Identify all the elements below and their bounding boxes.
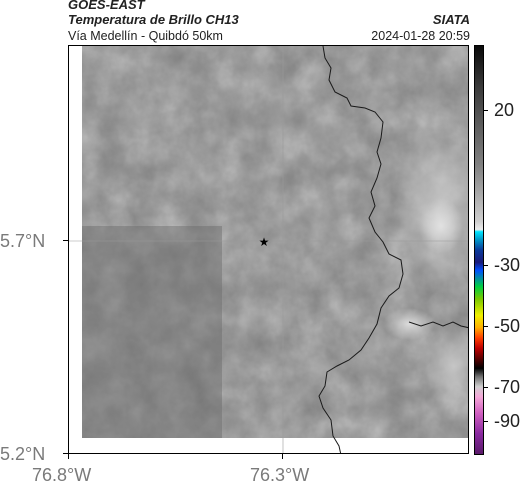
lat-tick-label: 5.7°N <box>0 231 46 251</box>
star-icon: ★ <box>259 235 270 249</box>
colorbar-label: -90 <box>494 411 521 431</box>
lon-tick-label: 76.8°W <box>32 465 92 485</box>
bright-cloud-core <box>419 198 463 254</box>
department-boundary <box>318 46 404 453</box>
bright-cloud-south <box>383 308 435 340</box>
map-panel[interactable]: ★ <box>68 45 469 454</box>
timestamp: 2024-01-28 20:59 <box>371 29 470 43</box>
brightness-temperature-map: ★ <box>69 46 468 453</box>
lon-tickmark <box>282 454 283 459</box>
colorbar-tickmark <box>484 265 488 266</box>
temperature-colorbar <box>474 45 484 455</box>
lat-tickmark <box>63 240 68 241</box>
colorbar-tickmark <box>484 421 488 422</box>
colorbar-tickmark <box>484 326 488 327</box>
colorbar-tickmark <box>484 387 488 388</box>
department-boundary-east <box>408 321 468 329</box>
product-title: Temperatura de Brillo CH13 <box>68 12 239 27</box>
lat-tick-label: 5.2°N <box>0 444 46 464</box>
lat-tickmark <box>63 453 68 454</box>
region-label: Vía Medellín - Quibdó 50km <box>68 29 223 43</box>
satellite-imagery <box>82 46 468 438</box>
colorbar-label: -30 <box>494 255 521 275</box>
colorbar-label: -70 <box>494 377 521 397</box>
darker-region-west <box>82 226 222 438</box>
bright-cloud-southeast <box>424 326 468 406</box>
colorbar-tickmark <box>484 110 488 111</box>
colorbar-label: -50 <box>494 316 521 336</box>
lon-tickmark <box>68 454 69 459</box>
source-label: SIATA <box>432 12 470 27</box>
lon-tick-label: 76.3°W <box>250 465 310 485</box>
colorbar-label: 20 <box>494 100 515 120</box>
satellite-title: GOES-EAST <box>68 0 145 12</box>
